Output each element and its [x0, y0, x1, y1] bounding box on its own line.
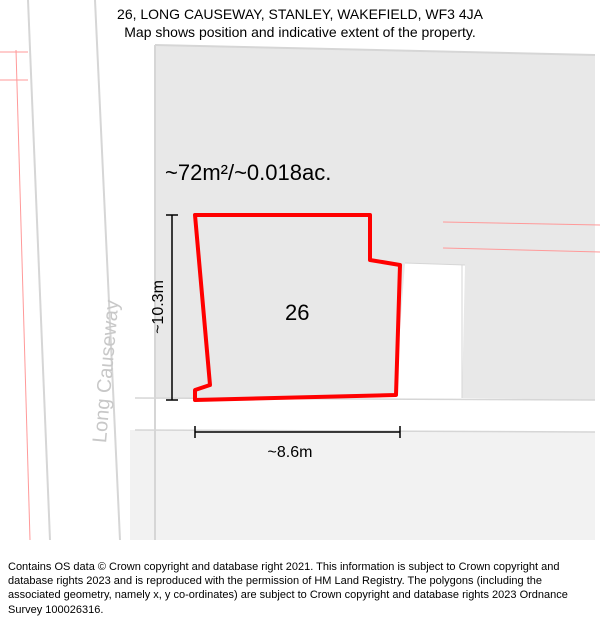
map-title: 26, LONG CAUSEWAY, STANLEY, WAKEFIELD, W…	[0, 5, 600, 23]
plot-number: 26	[285, 300, 309, 326]
dimension-width-label: ~8.6m	[268, 444, 313, 462]
area-label: ~72m²/~0.018ac.	[165, 160, 331, 186]
dimension-height-label: ~10.3m	[150, 280, 168, 334]
copyright-footer: Contains OS data © Crown copyright and d…	[8, 560, 592, 617]
buildings-group	[130, 45, 595, 540]
map-subtitle: Map shows position and indicative extent…	[0, 23, 600, 41]
map-header: 26, LONG CAUSEWAY, STANLEY, WAKEFIELD, W…	[0, 5, 600, 41]
